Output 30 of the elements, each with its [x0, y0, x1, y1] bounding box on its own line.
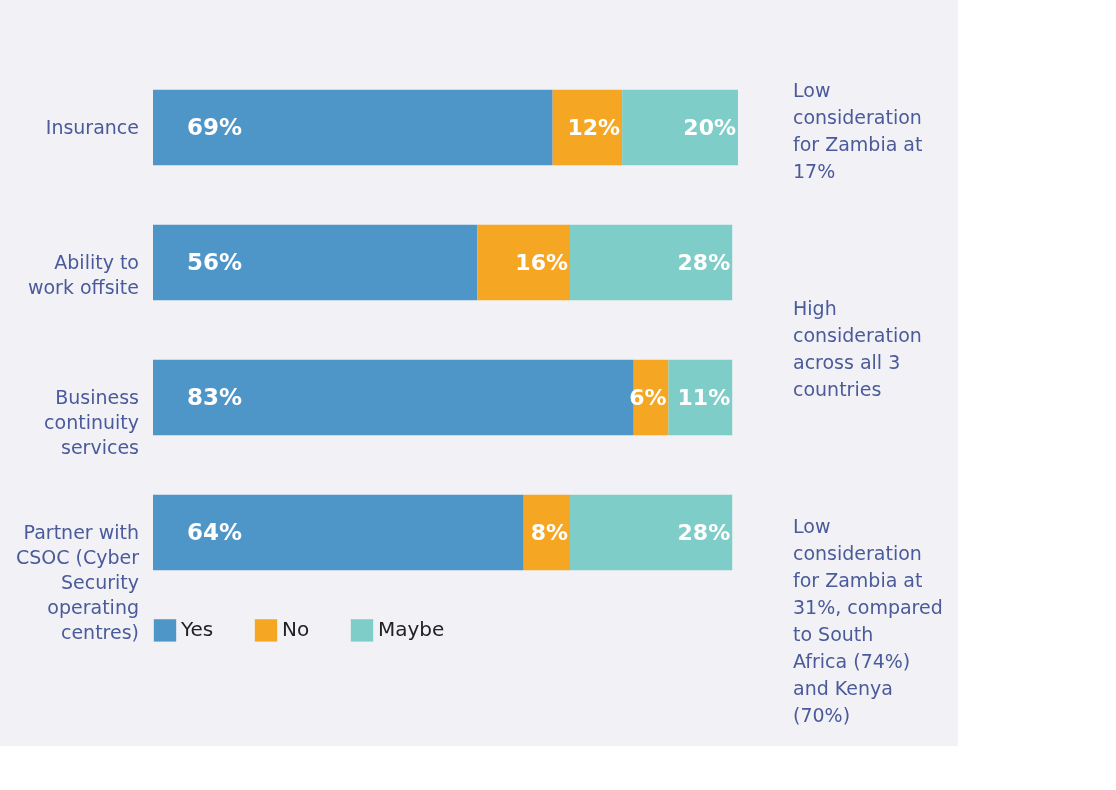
bar	[153, 89, 553, 166]
bar	[552, 89, 623, 166]
bar	[622, 89, 738, 166]
data-label: 16%	[515, 249, 569, 275]
legend-label: Yes	[180, 617, 214, 642]
bar	[153, 224, 478, 301]
legend-label: Maybe	[378, 617, 445, 642]
bar	[668, 359, 733, 436]
data-label: 83%	[187, 383, 243, 410]
data-label: 56%	[187, 248, 243, 275]
text: Low consideration for Zambia at 31%, compared to South Africa (74%) and Kenya (70%)	[793, 515, 943, 726]
bar	[153, 494, 524, 571]
data-label: 69%	[187, 113, 243, 140]
data-label: 8%	[530, 519, 569, 545]
y-tick-label: Ability to work offsite	[27, 250, 139, 298]
text: High consideration across all 3 countries	[793, 297, 922, 400]
y-tick-label: Business continuity services	[44, 385, 139, 458]
data-label: 11%	[677, 384, 731, 410]
y-tick-label: Partner with CSOC (Cyber Security operating centres)	[15, 520, 140, 643]
data-label: 28%	[677, 519, 731, 545]
data-label: 28%	[677, 249, 731, 275]
data-label: 64%	[187, 518, 243, 545]
bar	[570, 494, 733, 571]
y-tick-label: Insurance	[45, 115, 139, 138]
data-label: 12%	[567, 114, 621, 140]
text: Low consideration for Zambia at 17%	[793, 79, 923, 182]
bar	[477, 224, 571, 301]
data-label: 20%	[683, 114, 736, 140]
bar	[570, 224, 733, 301]
legend-label: No	[282, 617, 310, 642]
